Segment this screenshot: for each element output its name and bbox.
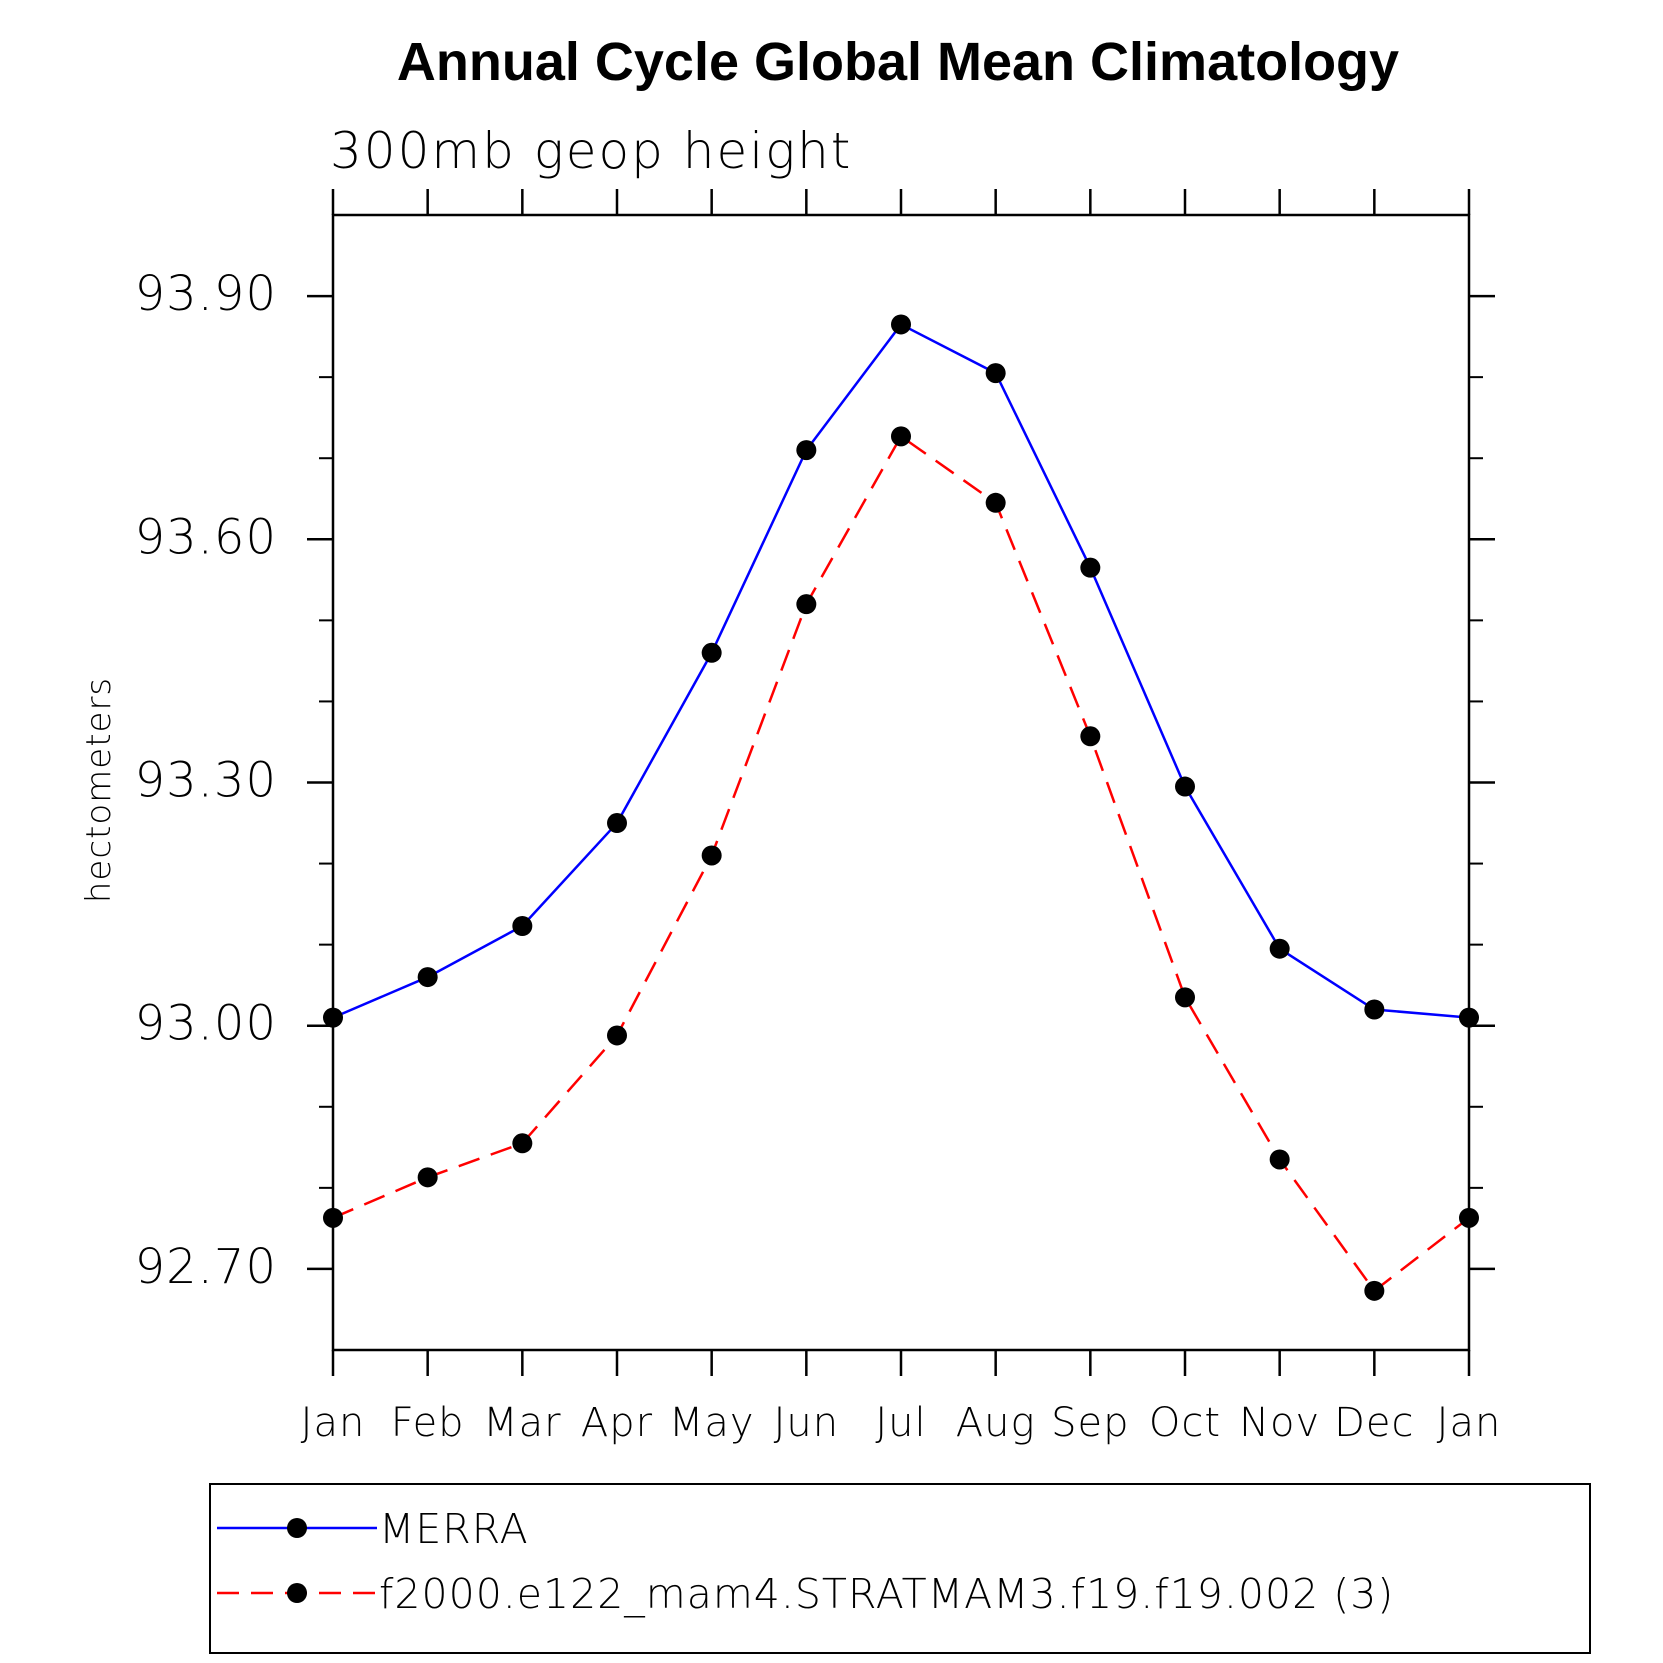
- legend-label: MERRA: [379, 1505, 529, 1553]
- series-merra: [323, 314, 1479, 1028]
- x-tick-label: Mar: [483, 1400, 561, 1446]
- data-point: [512, 915, 533, 936]
- data-point: [323, 1207, 343, 1228]
- x-tick-label: Apr: [581, 1400, 653, 1446]
- data-point: [512, 1133, 533, 1154]
- x-tick-label: Aug: [956, 1400, 1036, 1446]
- data-point: [1459, 1007, 1479, 1028]
- data-point: [891, 426, 911, 447]
- legend-items: MERRA f2000.e122_mam4.STRATMAM3.f19.f19.0…: [217, 1505, 1394, 1618]
- x-tick-label: May: [669, 1400, 755, 1446]
- data-point: [701, 642, 722, 663]
- y-axis-label: hectometers: [79, 677, 119, 903]
- data-point: [796, 594, 817, 615]
- data-point: [1364, 999, 1385, 1020]
- legend-item: MERRA: [217, 1505, 529, 1553]
- y-tick-label: 92.70: [135, 1239, 277, 1295]
- data-point: [1175, 776, 1195, 797]
- data-point: [796, 440, 817, 461]
- y-tick-label: 93.90: [135, 266, 277, 322]
- y-tick-label: 93.30: [135, 753, 277, 809]
- data-point: [1269, 938, 1290, 959]
- x-tick-label: Sep: [1051, 1400, 1129, 1446]
- data-point: [1364, 1280, 1385, 1301]
- data-point: [1080, 557, 1101, 578]
- data-point: [891, 314, 911, 335]
- series-line: [332, 434, 1470, 1293]
- chart-title: Annual Cycle Global Mean Climatology: [397, 32, 1399, 92]
- data-point: [985, 363, 1006, 384]
- legend: MERRA f2000.e122_mam4.STRATMAM3.f19.f19.0…: [209, 1483, 1591, 1654]
- series-f2000-model: [323, 426, 1479, 1301]
- data-point: [607, 813, 627, 834]
- data-point: [1269, 1149, 1290, 1170]
- legend-item: f2000.e122_mam4.STRATMAM3.f19.f19.002 (3…: [217, 1570, 1394, 1618]
- x-tick-label: Dec: [1334, 1400, 1414, 1446]
- legend-marker: [287, 1583, 307, 1603]
- legend-marker: [287, 1518, 307, 1538]
- x-tick-label: Oct: [1149, 1400, 1221, 1446]
- data-point: [985, 492, 1006, 513]
- chart-subtitle: 300mb geop height: [330, 122, 852, 180]
- y-tick-label: 93.60: [135, 509, 277, 565]
- axes: Jan Feb Mar Apr May Jun Jul Aug Sep Oct Nov Dec Jan 9…: [135, 189, 1502, 1446]
- data-point: [701, 845, 722, 866]
- x-tick-label: Nov: [1239, 1400, 1320, 1446]
- x-tick-label: Jul: [875, 1400, 926, 1446]
- legend-label: f2000.e122_mam4.STRATMAM3.f19.f19.002 (3…: [379, 1570, 1394, 1618]
- data-point: [1080, 726, 1101, 747]
- series-group: [323, 314, 1479, 1301]
- plot-frame: [331, 213, 1471, 1352]
- x-tick-label: Jan: [1437, 1400, 1502, 1446]
- x-tick-label: Feb: [391, 1400, 465, 1446]
- y-tick-label: 93.00: [135, 996, 277, 1052]
- data-point: [1175, 987, 1195, 1008]
- x-tick-label: Jan: [301, 1400, 366, 1446]
- data-point: [607, 1025, 627, 1046]
- data-point: [1459, 1207, 1479, 1228]
- legend-box: [209, 1483, 1591, 1654]
- data-point: [417, 1167, 438, 1188]
- data-point: [417, 967, 438, 988]
- data-point: [323, 1007, 343, 1028]
- x-tick-label: Jun: [774, 1400, 840, 1446]
